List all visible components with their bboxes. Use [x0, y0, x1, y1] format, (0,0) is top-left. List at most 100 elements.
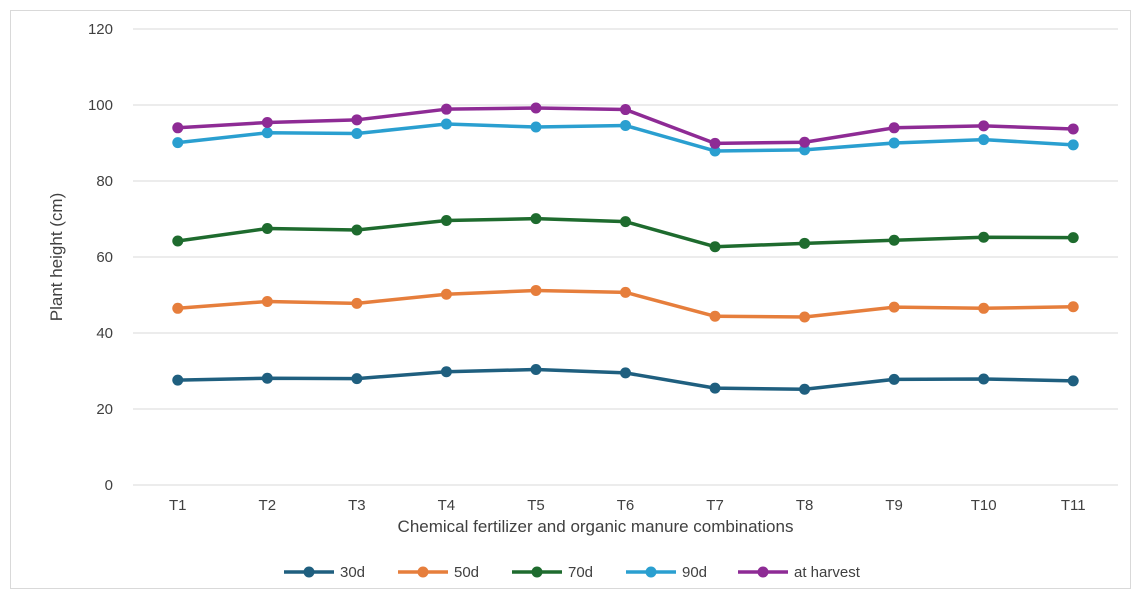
y-tick-label: 80	[96, 173, 113, 190]
y-tick-label: 20	[96, 401, 113, 418]
data-point	[620, 216, 631, 228]
y-tick-label: 40	[96, 325, 113, 342]
legend-item-at-harvest: at harvest	[738, 564, 861, 581]
legend-item-50d: 50d	[398, 564, 479, 581]
data-point	[978, 373, 990, 385]
y-axis-ticks: 0 20 40 60 80 100 120	[88, 21, 113, 494]
data-point	[530, 213, 542, 225]
legend-label: 90d	[682, 564, 707, 581]
legend-swatch-marker	[531, 566, 543, 578]
data-point	[530, 121, 542, 133]
data-point	[888, 301, 900, 313]
data-point	[440, 288, 452, 300]
legend-swatch-marker	[645, 566, 657, 578]
data-point	[1067, 375, 1079, 387]
data-point	[888, 234, 900, 246]
data-point	[709, 241, 721, 253]
data-point	[888, 122, 900, 134]
x-axis-ticks: T1 T2 T3 T4 T5 T6 T7 T8 T9 T10 T11	[169, 497, 1086, 514]
series-at-harvest	[172, 102, 1079, 149]
legend-item-70d: 70d	[512, 564, 593, 581]
data-point	[799, 237, 811, 249]
data-point	[351, 373, 363, 385]
data-point	[530, 102, 542, 114]
x-tick-label: T5	[527, 497, 545, 514]
x-tick-label: T8	[796, 497, 814, 514]
legend-swatch-marker	[417, 566, 429, 578]
data-point	[978, 134, 990, 146]
data-point	[1067, 139, 1079, 151]
data-point	[351, 128, 363, 139]
data-point	[799, 144, 811, 156]
data-point	[709, 145, 721, 157]
data-point	[1067, 232, 1079, 244]
data-point	[709, 137, 721, 149]
data-point	[172, 302, 184, 314]
gridlines	[133, 28, 1118, 486]
data-point	[172, 122, 184, 134]
data-point	[351, 297, 363, 309]
data-point	[261, 127, 273, 139]
data-point	[1067, 301, 1079, 313]
x-tick-label: T1	[169, 497, 187, 514]
data-point	[261, 116, 273, 128]
data-point	[351, 224, 363, 236]
data-point	[530, 363, 542, 375]
data-point	[620, 367, 631, 379]
y-tick-label: 120	[88, 21, 113, 38]
x-tick-label: T6	[617, 497, 635, 514]
data-point	[172, 374, 184, 386]
x-tick-label: T2	[259, 497, 277, 514]
series-90d	[172, 118, 1079, 157]
y-tick-label: 100	[88, 97, 113, 114]
data-point	[261, 223, 273, 234]
data-point	[351, 114, 363, 126]
data-point	[978, 231, 990, 243]
y-axis-label: Plant height (cm)	[47, 193, 66, 322]
y-tick-label: 0	[105, 477, 113, 494]
legend-item-90d: 90d	[626, 564, 707, 581]
legend-label: 30d	[340, 564, 365, 581]
data-point	[620, 120, 631, 132]
legend: 30d 50d 70d 90d at harvest	[284, 564, 861, 581]
data-point	[709, 382, 721, 394]
data-point	[440, 118, 452, 130]
data-point	[1067, 123, 1079, 135]
data-point	[440, 215, 452, 227]
data-point	[172, 235, 184, 247]
data-point	[620, 286, 631, 298]
series-group	[172, 102, 1079, 395]
x-tick-label: T9	[885, 497, 903, 514]
x-tick-label: T3	[348, 497, 366, 514]
x-tick-label: T10	[971, 497, 997, 514]
legend-label: 70d	[568, 564, 593, 581]
x-tick-label: T7	[706, 497, 724, 514]
legend-item-30d: 30d	[284, 564, 365, 581]
data-point	[799, 136, 811, 148]
data-point	[440, 103, 452, 115]
data-point	[978, 120, 990, 132]
data-point	[620, 104, 631, 116]
data-point	[709, 310, 721, 322]
x-axis-label: Chemical fertilizer and organic manure c…	[398, 517, 794, 536]
legend-label: at harvest	[794, 564, 861, 581]
data-point	[530, 284, 542, 296]
data-point	[261, 372, 273, 384]
data-point	[978, 302, 990, 314]
data-point	[172, 137, 184, 149]
legend-swatch-marker	[303, 566, 315, 578]
legend-swatch-marker	[757, 566, 769, 578]
x-tick-label: T11	[1061, 497, 1086, 514]
data-point	[261, 295, 273, 307]
data-point	[799, 383, 811, 395]
data-point	[440, 366, 452, 378]
x-tick-label: T4	[438, 497, 456, 514]
data-point	[888, 137, 900, 149]
y-tick-label: 60	[96, 249, 113, 266]
data-point	[888, 373, 900, 385]
series-70d	[172, 213, 1079, 253]
chart-frame	[10, 10, 1131, 589]
series-50d	[172, 284, 1079, 323]
legend-label: 50d	[454, 564, 479, 581]
